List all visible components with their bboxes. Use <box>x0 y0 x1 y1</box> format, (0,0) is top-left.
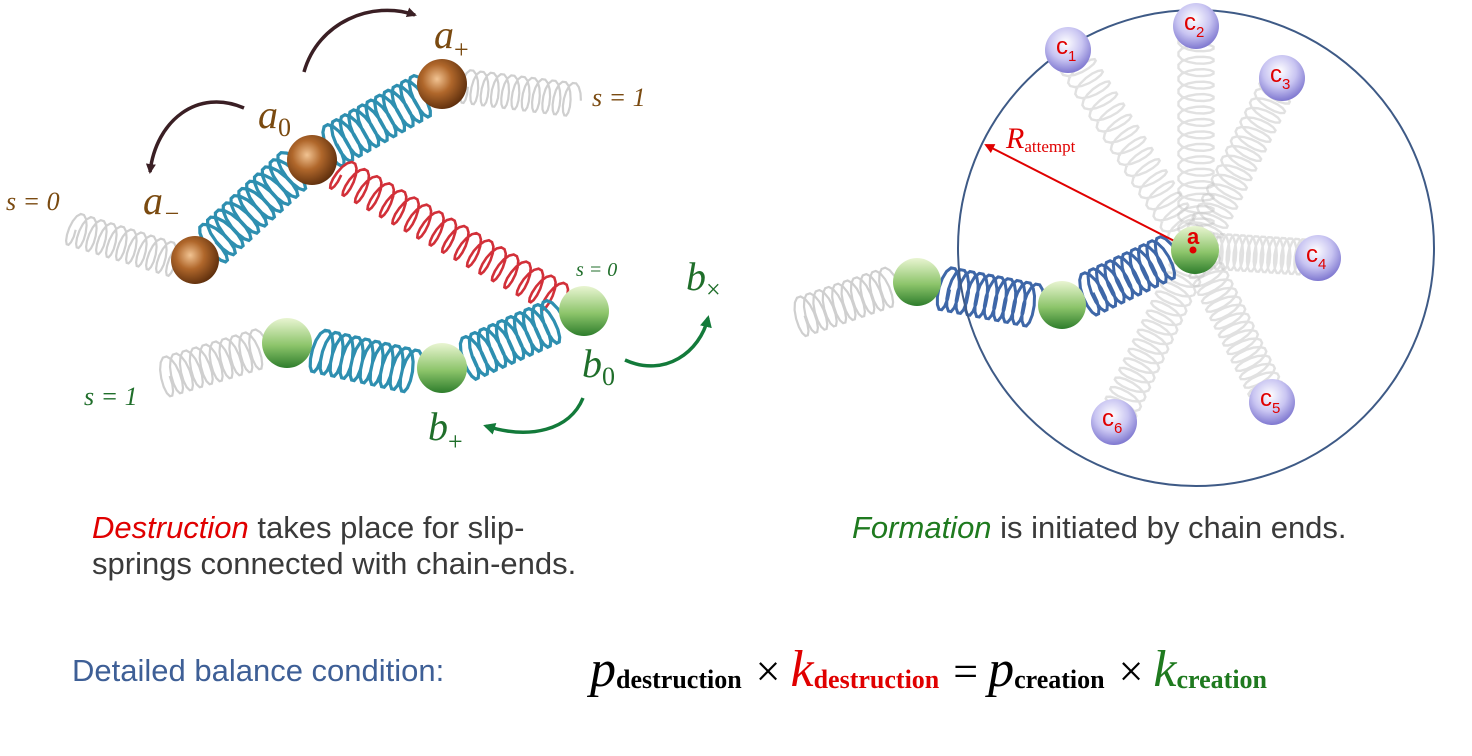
eq-k-destruction: k <box>790 641 814 698</box>
eq-sub-creation-2: creation <box>1176 665 1268 694</box>
candidate-label-4: c4 <box>1306 241 1326 273</box>
eq-p-creation: p <box>988 641 1015 698</box>
spring-chain-b-tail-left <box>158 328 270 398</box>
bead-b-left <box>262 318 312 368</box>
beads-layer <box>171 3 1341 445</box>
slip-spring-red <box>328 160 570 312</box>
eq-sub-destruction-1: destruction <box>616 665 742 694</box>
eq-k-creation: k <box>1153 641 1177 698</box>
candidate-labels: c1 c2 c3 c4 c5 c6 <box>1056 9 1326 437</box>
candidate-label-1: c1 <box>1056 33 1076 65</box>
candidate-bead-3 <box>1259 55 1305 101</box>
eq-times-1: × <box>755 647 781 696</box>
spring-chain-b-1 <box>308 328 425 394</box>
bead-a-minus <box>171 236 219 284</box>
candidate-bead-6 <box>1091 399 1137 445</box>
arrow-a0-to-aminus <box>145 100 245 174</box>
bead-a-zero <box>287 135 337 185</box>
spring-chain-a-tail-right <box>459 69 582 117</box>
label-b-zero: b0 <box>582 341 615 391</box>
candidate-bead-1 <box>1045 27 1091 73</box>
spring-chain-b-2 <box>458 298 565 382</box>
candidate-label-3: c3 <box>1270 61 1290 93</box>
label-b-cross: b× <box>686 254 721 304</box>
label-a-zero: a0 <box>258 92 291 142</box>
arrow-b0-to-bplus <box>483 397 585 435</box>
spring-chain-a-aminus-a0 <box>198 150 308 264</box>
bead-b-zero <box>559 286 609 336</box>
arrow-a0-to-aplus <box>302 7 417 73</box>
s-label-chain-b-right: s = 0 <box>576 259 617 281</box>
destruction-caption: Destruction takes place for slip- spring… <box>92 510 576 582</box>
formation-caption: Formation is initiated by chain ends. <box>852 510 1347 546</box>
candidate-bead-4 <box>1295 235 1341 281</box>
balance-equation: pdestruction × kdestruction = pcreation × k… <box>590 640 1267 699</box>
candidate-spring-3 <box>1181 68 1297 258</box>
center-dot <box>1189 246 1197 254</box>
chain-right-tail <box>793 266 900 338</box>
formation-rest: is initiated by chain ends. <box>991 510 1347 545</box>
destruction-line2: springs connected with chain-ends. <box>92 546 577 581</box>
formation-keyword: Formation <box>852 510 992 545</box>
candidate-bead-5 <box>1249 379 1295 425</box>
eq-equals: = <box>953 647 979 696</box>
spring-chain-a-tail-left <box>64 212 188 278</box>
label-a-minus: a− <box>143 178 181 228</box>
bead-right-1 <box>893 258 941 306</box>
s-label-chain-a-right: s = 1 <box>592 83 646 112</box>
candidate-label-6: c6 <box>1102 405 1122 437</box>
eq-sub-creation-1: creation <box>1014 665 1105 694</box>
eq-p-destruction: p <box>590 641 616 698</box>
candidate-bead-2 <box>1173 3 1219 49</box>
destruction-keyword: Destruction <box>92 510 249 545</box>
label-center-a: a <box>1187 224 1200 249</box>
label-b-plus: b+ <box>428 404 463 456</box>
spring-chain-a-a0-aplus <box>321 73 433 168</box>
chain-right-spring-2 <box>1078 235 1179 317</box>
chain-right-spring-1 <box>935 266 1046 328</box>
s-label-chain-b-left: s = 1 <box>84 382 138 411</box>
candidate-label-5: c5 <box>1260 385 1280 417</box>
balance-label: Detailed balance condition: <box>72 653 445 688</box>
eq-sub-destruction-2: destruction <box>813 665 940 694</box>
bead-b-plus <box>417 343 467 393</box>
bead-a-plus <box>417 59 467 109</box>
s-label-chain-a-left: s = 0 <box>6 187 60 216</box>
candidate-spring-2 <box>1177 18 1215 252</box>
label-r-attempt: Rattempt <box>1005 122 1076 156</box>
label-a-plus: a+ <box>434 12 469 64</box>
springs-layer <box>64 18 1326 432</box>
attempt-radius-arrow <box>984 144 1193 251</box>
bead-right-2 <box>1038 281 1086 329</box>
candidate-spring-6 <box>1099 242 1211 432</box>
candidate-spring-1 <box>1052 43 1211 256</box>
destruction-line1: takes place for slip- <box>248 510 525 545</box>
eq-times-2: × <box>1118 647 1144 696</box>
candidate-label-2: c2 <box>1184 9 1204 41</box>
arrow-b0-to-bcross <box>624 315 712 368</box>
